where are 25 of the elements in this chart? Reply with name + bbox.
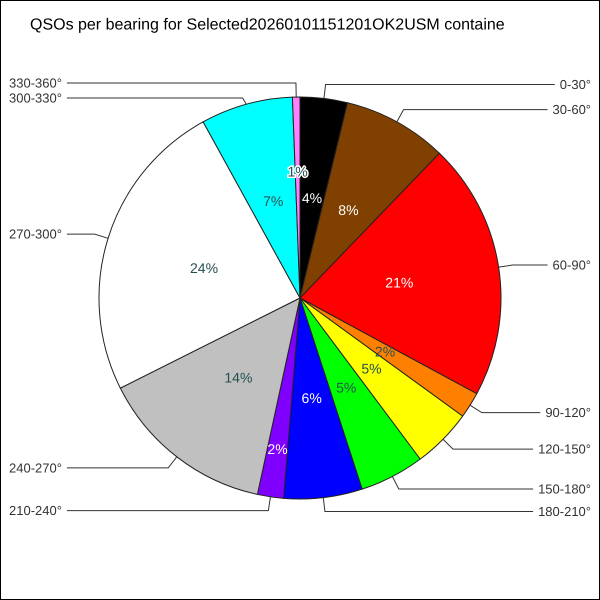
chart-title: QSOs per bearing for Selected20260101151201OK2USM containe [30,16,505,34]
slice-label: 150-180° [538,481,591,496]
slice-label: 270-300° [9,226,62,242]
data-label: 5% [336,379,356,396]
data-label: 6% [302,390,322,406]
data-label: 5% [361,360,382,377]
data-label: 24% [190,260,218,276]
slice-label: 30-60° [552,102,591,118]
data-label: 2% [267,441,288,458]
slice-label: 240-270° [9,460,62,476]
data-label: 1% [287,163,308,180]
data-label: 7% [263,193,284,210]
slice-label: 60-90° [552,258,591,273]
data-label: 4% [302,190,322,206]
data-label: 21% [385,274,414,291]
slice-label: 330-360° [9,76,62,91]
slice-label: 210-240° [9,503,62,518]
slice-label: 120-150° [538,442,591,457]
slice-label: 90-120° [545,405,591,420]
slice-label: 0-30° [560,77,591,92]
data-label: 14% [224,369,252,386]
slice-label: 300-330° [9,90,62,106]
data-label: 8% [338,202,359,218]
slice-label: 180-210° [538,504,591,520]
data-label: 2% [374,344,396,360]
